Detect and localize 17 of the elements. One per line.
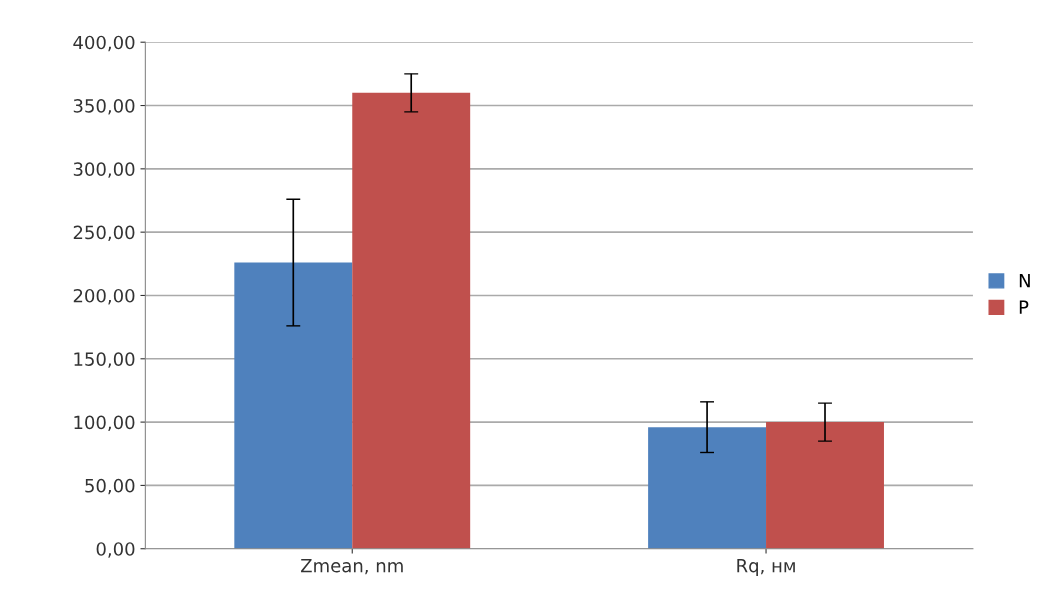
bar — [234, 262, 353, 549]
x-tick-label: Rq, нм — [737, 559, 795, 576]
y-tick-label: 50,00 — [85, 478, 135, 495]
bar — [648, 427, 767, 549]
y-tick-label: 200,00 — [73, 288, 135, 305]
x-tick-label: Zmean, nm — [301, 559, 403, 575]
y-tick-label: 350,00 — [73, 98, 135, 115]
bar — [766, 422, 884, 549]
y-tick-label: 0,00 — [96, 542, 135, 558]
legend-label: N — [1019, 274, 1030, 288]
y-tick-label: 300,00 — [73, 162, 135, 178]
bar — [352, 92, 471, 549]
y-tick-label: 250,00 — [73, 225, 135, 242]
legend-label: P — [1019, 300, 1029, 314]
y-tick-label: 150,00 — [74, 352, 135, 368]
y-tick-label: 100,00 — [74, 415, 135, 432]
y-tick-label: 400,00 — [73, 35, 135, 52]
